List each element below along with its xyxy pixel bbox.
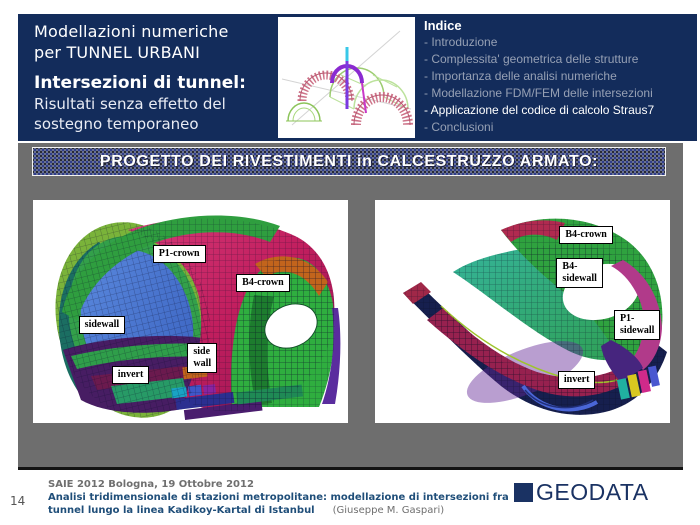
index-item: - Conclusioni xyxy=(424,120,494,134)
content-area: PROGETTO DEI RIVESTIMENTI in CALCESTRUZZ… xyxy=(18,143,683,470)
figure-label: side wall xyxy=(187,342,218,373)
index-item: - Importanza delle analisi numeriche xyxy=(424,69,617,83)
figure-left-panel: P1-crown B4-crown sidewall side wall invert xyxy=(33,200,348,423)
tunnel-opening-hole xyxy=(264,303,318,349)
footer-text-block: SAIE 2012 Bologna, 19 Ottobre 2012 Anali… xyxy=(48,478,509,517)
slide-header: Modellazioni numeriche per TUNNEL URBANI… xyxy=(18,14,697,141)
geodata-logo-square-icon xyxy=(514,483,533,502)
page-number: 14 xyxy=(10,494,26,508)
slide-subtitle-line-2: sostegno temporaneo xyxy=(34,115,199,133)
index-item: - Modellazione FDM/FEM delle intersezion… xyxy=(424,86,653,100)
figure-right-panel: B4-crown B4- sidewall P1- sidewall invert xyxy=(375,200,670,423)
fem-mesh-left-art xyxy=(55,215,341,420)
index-title: Indice xyxy=(424,18,462,33)
slide-subtitle-line-1: Risultati senza effetto del xyxy=(34,95,226,113)
footer-title-line-1: Analisi tridimensionale di stazioni metr… xyxy=(48,492,509,503)
footer-event: SAIE 2012 Bologna, 19 Ottobre 2012 xyxy=(48,479,254,490)
figure-label: invert xyxy=(557,370,596,389)
footer-author: (Giuseppe M. Gaspari) xyxy=(332,505,445,516)
footer-title-line-2: tunnel lungo la linea Kadikoy-Kartal di … xyxy=(48,504,509,517)
index-panel: Indice - Introduzione - Complessita' geom… xyxy=(424,18,697,136)
slide-title-line-2: per TUNNEL URBANI xyxy=(34,43,201,62)
figure-label: sidewall xyxy=(78,315,126,334)
edge-tiles xyxy=(616,365,660,400)
figure-label: invert xyxy=(111,366,150,385)
section-banner: PROGETTO DEI RIVESTIMENTI in CALCESTRUZZ… xyxy=(32,147,666,176)
wireframe-tunnels-art xyxy=(281,30,413,126)
index-item: - Complessita' geometrica delle struttur… xyxy=(424,52,639,66)
geodata-logo: GEODATA xyxy=(514,479,649,505)
invert-arc-shadow xyxy=(524,389,594,409)
figure-label: B4- sidewall xyxy=(556,257,603,288)
geodata-logo-text: GEODATA xyxy=(536,479,649,505)
index-item: - Introduzione xyxy=(424,35,498,49)
figure-label: P1- sidewall xyxy=(613,310,661,341)
figure-label: P1-crown xyxy=(152,244,206,263)
slide-subtitle-bold: Intersezioni di tunnel: xyxy=(34,73,246,93)
footer-title-line-2-text: tunnel lungo la linea Kadikoy-Kartal di … xyxy=(48,505,315,516)
opening-rim xyxy=(601,260,662,382)
index-list: - Introduzione - Complessita' geometrica … xyxy=(424,34,697,136)
figure-label: B4-crown xyxy=(236,273,290,292)
wireframe-thumbnail xyxy=(278,17,415,138)
index-item: - Applicazione del codice di calcolo Str… xyxy=(424,103,655,117)
mesh-texture xyxy=(55,218,335,418)
figure-label: B4-crown xyxy=(559,225,613,244)
title-block: Modellazioni numeriche per TUNNEL URBANI… xyxy=(34,21,246,134)
slide-title-line-1: Modellazioni numeriche xyxy=(34,22,229,41)
